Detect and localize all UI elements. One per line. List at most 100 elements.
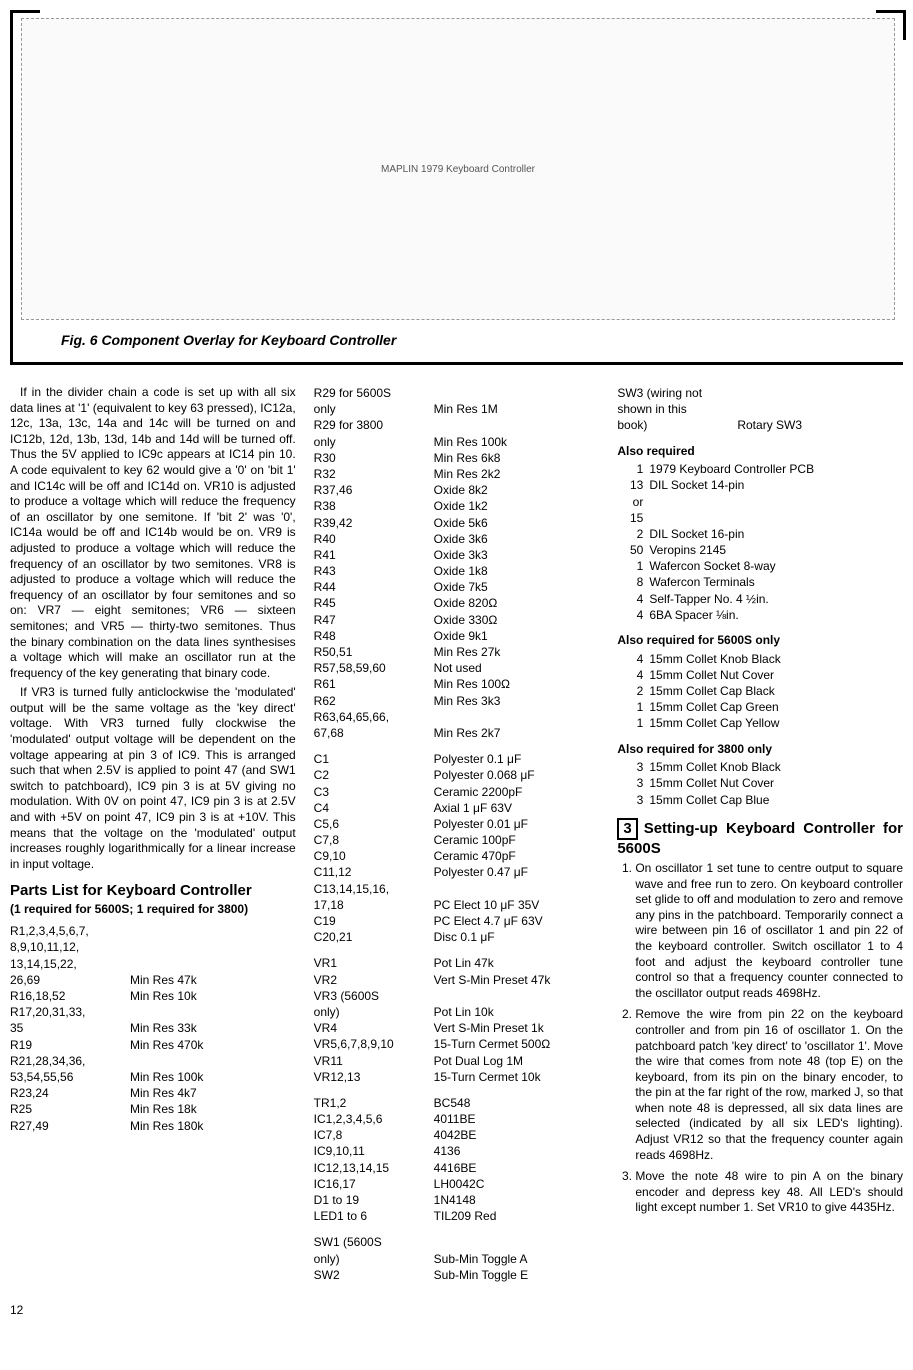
parts-row: C9,10Ceramic 470pF — [314, 848, 600, 864]
part-ref: R62 — [314, 693, 434, 709]
part-value: Oxide 8k2 — [434, 482, 600, 498]
also-qty: 3 — [617, 775, 649, 791]
part-value: Vert S-Min Preset 47k — [434, 972, 600, 988]
also-5600s-list: 415mm Collet Knob Black415mm Collet Nut … — [617, 651, 903, 732]
part-value: Rotary SW3 — [737, 417, 903, 433]
part-ref: 17,18 — [314, 897, 434, 913]
parts-row: VR12,1315-Turn Cermet 10k — [314, 1069, 600, 1085]
also-qty: 1 — [617, 699, 649, 715]
parts-row: IC12,13,14,154416BE — [314, 1160, 600, 1176]
also-required-list: 11979 Keyboard Controller PCB13 or 15DIL… — [617, 461, 903, 623]
also-item: 315mm Collet Cap Blue — [617, 792, 903, 808]
parts-row: VR3 (5600S — [314, 988, 600, 1004]
parts-row: C2Polyester 0.068 μF — [314, 767, 600, 783]
also-item: 2DIL Socket 16-pin — [617, 526, 903, 542]
part-value: TIL209 Red — [434, 1208, 600, 1224]
part-ref: R41 — [314, 547, 434, 563]
part-ref: R48 — [314, 628, 434, 644]
part-ref: R61 — [314, 676, 434, 692]
part-value: 4416BE — [434, 1160, 600, 1176]
also-item: 115mm Collet Cap Yellow — [617, 715, 903, 731]
part-value: Min Res 2k7 — [434, 725, 600, 741]
also-item: 315mm Collet Knob Black — [617, 759, 903, 775]
part-value: Sub-Min Toggle E — [434, 1267, 600, 1283]
part-ref: IC1,2,3,4,5,6 — [314, 1111, 434, 1127]
part-value: 4011BE — [434, 1111, 600, 1127]
also-desc: 6BA Spacer ⅛in. — [649, 607, 738, 623]
parts-list-vr: VR1Pot Lin 47kVR2Vert S-Min Preset 47kVR… — [314, 955, 600, 1085]
part-ref: D1 to 19 — [314, 1192, 434, 1208]
parts-row: R29 for 3800 — [314, 417, 600, 433]
part-ref: R29 for 5600S — [314, 385, 434, 401]
part-value: LH0042C — [434, 1176, 600, 1192]
parts-row: SW1 (5600S — [314, 1234, 600, 1250]
parts-row: R39,42Oxide 5k6 — [314, 515, 600, 531]
parts-row: R29 for 5600S — [314, 385, 600, 401]
part-ref: 67,68 — [314, 725, 434, 741]
also-qty: 50 — [617, 542, 649, 558]
also-desc: 15mm Collet Knob Black — [649, 651, 780, 667]
part-value: Min Res 4k7 — [130, 1085, 296, 1101]
also-item: 11979 Keyboard Controller PCB — [617, 461, 903, 477]
parts-row: R40Oxide 3k6 — [314, 531, 600, 547]
parts-row: VR11Pot Dual Log 1M — [314, 1053, 600, 1069]
part-value: 15-Turn Cermet 500Ω — [434, 1036, 600, 1052]
part-ref: IC12,13,14,15 — [314, 1160, 434, 1176]
parts-row: R23,24Min Res 4k7 — [10, 1085, 296, 1101]
parts-row: VR5,6,7,8,9,1015-Turn Cermet 500Ω — [314, 1036, 600, 1052]
parts-list-sw3: SW3 (wiring not shown in this book)Rotar… — [617, 385, 903, 434]
part-value: Vert S-Min Preset 1k — [434, 1020, 600, 1036]
part-ref: VR1 — [314, 955, 434, 971]
part-ref: C9,10 — [314, 848, 434, 864]
part-value — [130, 1004, 296, 1020]
part-value — [434, 709, 600, 725]
also-item: 415mm Collet Nut Cover — [617, 667, 903, 683]
parts-row: VR4Vert S-Min Preset 1k — [314, 1020, 600, 1036]
part-ref: C20,21 — [314, 929, 434, 945]
part-ref: C19 — [314, 913, 434, 929]
part-ref: R57,58,59,60 — [314, 660, 434, 676]
part-value — [737, 385, 903, 401]
parts-row: C4Axial 1 μF 63V — [314, 800, 600, 816]
also-desc: Wafercon Terminals — [649, 574, 754, 590]
parts-row: LED1 to 6TIL209 Red — [314, 1208, 600, 1224]
part-value: Axial 1 μF 63V — [434, 800, 600, 816]
setup-step: Move the note 48 wire to pin A on the bi… — [635, 1169, 903, 1216]
part-value: Polyester 0.068 μF — [434, 767, 600, 783]
part-ref: IC9,10,11 — [314, 1143, 434, 1159]
part-value: Ceramic 2200pF — [434, 784, 600, 800]
parts-row: R38Oxide 1k2 — [314, 498, 600, 514]
parts-row: book)Rotary SW3 — [617, 417, 903, 433]
part-ref: R40 — [314, 531, 434, 547]
also-desc: Wafercon Socket 8-way — [649, 558, 775, 574]
also-desc: Self-Tapper No. 4 ½in. — [649, 591, 768, 607]
parts-row: C20,21Disc 0.1 μF — [314, 929, 600, 945]
parts-row: VR2Vert S-Min Preset 47k — [314, 972, 600, 988]
part-ref: R21,28,34,36, — [10, 1053, 130, 1069]
part-ref: shown in this — [617, 401, 737, 417]
also-qty: 3 — [617, 792, 649, 808]
also-qty: 13 or 15 — [617, 477, 649, 526]
setup-heading: 3Setting-up Keyboard Controller for 5600… — [617, 818, 903, 857]
also-desc: DIL Socket 16-pin — [649, 526, 744, 542]
part-ref: only) — [314, 1251, 434, 1267]
part-value: Not used — [434, 660, 600, 676]
parts-row: IC1,2,3,4,5,64011BE — [314, 1111, 600, 1127]
part-ref: R30 — [314, 450, 434, 466]
part-value: Min Res 27k — [434, 644, 600, 660]
also-desc: Veropins 2145 — [649, 542, 726, 558]
also-3800-list: 315mm Collet Knob Black315mm Collet Nut … — [617, 759, 903, 808]
also-qty: 3 — [617, 759, 649, 775]
part-ref: IC16,17 — [314, 1176, 434, 1192]
part-ref: C13,14,15,16, — [314, 881, 434, 897]
part-ref: 53,54,55,56 — [10, 1069, 130, 1085]
part-ref: R23,24 — [10, 1085, 130, 1101]
part-value: Pot Lin 10k — [434, 1004, 600, 1020]
part-ref: C2 — [314, 767, 434, 783]
part-value — [434, 881, 600, 897]
parts-row: R41Oxide 3k3 — [314, 547, 600, 563]
part-ref: 13,14,15,22, — [10, 956, 130, 972]
column-3: SW3 (wiring not shown in this book)Rotar… — [617, 385, 903, 1222]
parts-row: C3Ceramic 2200pF — [314, 784, 600, 800]
also-3800-head: Also required for 3800 only — [617, 742, 903, 758]
